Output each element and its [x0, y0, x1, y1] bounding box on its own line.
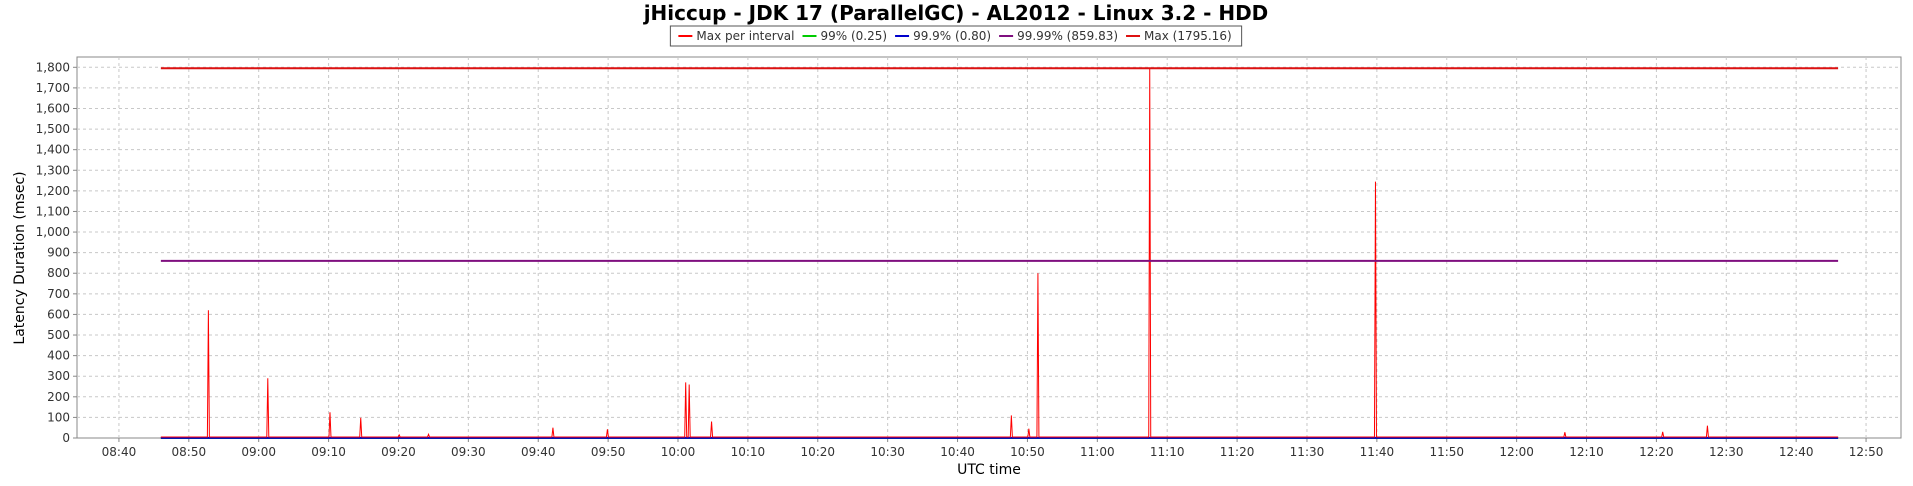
legend-item: Max per interval — [678, 29, 794, 43]
x-tick-label: 11:00 — [1080, 445, 1115, 459]
y-tick-label: 500 — [47, 328, 70, 342]
legend-label: 99% (0.25) — [820, 29, 887, 43]
legend-label: Max per interval — [696, 29, 794, 43]
x-tick-label: 11:10 — [1150, 445, 1185, 459]
legend-label: 99.99% (859.83) — [1017, 29, 1118, 43]
y-tick-label: 800 — [47, 266, 70, 280]
y-tick-label: 1,500 — [36, 122, 70, 136]
x-tick-label: 12:00 — [1499, 445, 1534, 459]
legend-box — [669, 25, 1243, 47]
x-tick-label: 09:50 — [591, 445, 626, 459]
y-tick-label: 900 — [47, 246, 70, 260]
x-tick-label: 09:40 — [521, 445, 556, 459]
y-tick-label: 100 — [47, 410, 70, 424]
legend-label: Max (1795.16) — [1144, 29, 1232, 43]
x-tick-label: 10:30 — [870, 445, 905, 459]
legend-item: 99% (0.25) — [802, 29, 887, 43]
y-tick-label: 1,100 — [36, 204, 70, 218]
x-tick-label: 11:40 — [1360, 445, 1395, 459]
x-tick-label: 12:50 — [1849, 445, 1884, 459]
x-tick-label: 09:20 — [381, 445, 416, 459]
legend-item: 99.9% (0.80) — [895, 29, 991, 43]
x-tick-label: 09:00 — [241, 445, 276, 459]
y-tick-label: 200 — [47, 390, 70, 404]
x-tick-label: 10:10 — [731, 445, 766, 459]
x-tick-label: 11:30 — [1290, 445, 1325, 459]
x-tick-label: 09:30 — [451, 445, 486, 459]
x-tick-label: 08:50 — [172, 445, 207, 459]
legend-label: 99.9% (0.80) — [913, 29, 991, 43]
y-tick-label: 700 — [47, 287, 70, 301]
x-tick-label: 09:10 — [311, 445, 346, 459]
x-axis-label: UTC time — [957, 462, 1021, 478]
y-axis: 0 100 200 300 400 500 600 700 800 900 1,000 1,100 1,… — [36, 60, 77, 445]
x-axis: 08:40 08:50 09:00 09:10 09:20 09:30 09:40 09:50… — [102, 438, 1884, 459]
y-tick-label: 400 — [47, 349, 70, 363]
y-tick-label: 1,400 — [36, 143, 70, 157]
y-tick-label: 1,800 — [36, 60, 70, 74]
y-tick-label: 300 — [47, 369, 70, 383]
x-tick-label: 12:40 — [1779, 445, 1814, 459]
x-tick-label: 12:10 — [1569, 445, 1604, 459]
plot-area — [76, 56, 1902, 439]
series-max-per-interval — [160, 68, 1839, 438]
chart-title: jHiccup - JDK 17 (ParallelGC) - AL2012 -… — [643, 1, 1269, 25]
legend: Max per interval 99% (0.25) 99.9% (0.80) 99… — [669, 25, 1243, 47]
y-tick-label: 600 — [47, 307, 70, 321]
x-tick-label: 11:20 — [1220, 445, 1255, 459]
y-tick-label: 1,200 — [36, 184, 70, 198]
y-axis-label: Latency Duration (msec) — [12, 171, 28, 344]
x-tick-label: 08:40 — [102, 445, 137, 459]
y-tick-label: 1,000 — [36, 225, 70, 239]
x-tick-label: 10:50 — [1010, 445, 1045, 459]
x-tick-label: 12:30 — [1709, 445, 1744, 459]
x-tick-label: 10:00 — [661, 445, 696, 459]
y-tick-label: 1,300 — [36, 163, 70, 177]
y-tick-label: 0 — [62, 431, 70, 445]
y-tick-label: 1,700 — [36, 81, 70, 95]
x-tick-label: 10:40 — [940, 445, 975, 459]
legend-item: 99.99% (859.83) — [999, 29, 1118, 43]
y-tick-label: 1,600 — [36, 101, 70, 115]
x-tick-label: 11:50 — [1429, 445, 1464, 459]
x-tick-label: 10:20 — [800, 445, 835, 459]
legend-item: Max (1795.16) — [1126, 29, 1232, 43]
series-layer — [160, 67, 1839, 439]
x-tick-label: 12:20 — [1639, 445, 1674, 459]
